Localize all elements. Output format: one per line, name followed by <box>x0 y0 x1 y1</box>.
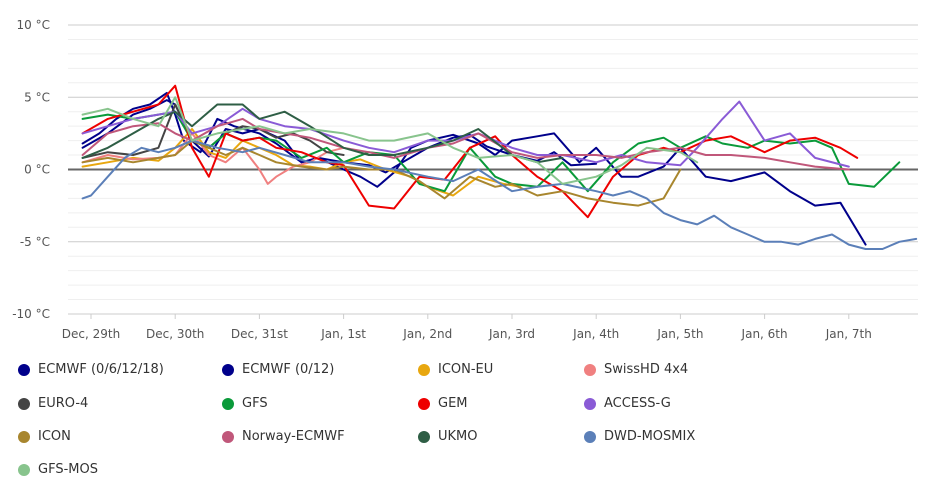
series-line-ukmo[interactable] <box>81 103 564 164</box>
legend-item[interactable]: UKMO <box>418 429 478 444</box>
legend-label: EURO-4 <box>38 396 89 411</box>
y-tick-label: 0 °C <box>24 163 50 177</box>
legend-dot-icon <box>418 363 430 376</box>
legend-label: ACCESS-G <box>604 396 671 411</box>
legend-label: GEM <box>438 396 468 411</box>
legend-dot-icon <box>222 363 234 376</box>
chart-legend: ECMWF (0/6/12/18) ECMWF (0/12) ICON-EU Swis… <box>0 352 925 486</box>
legend-label: UKMO <box>438 429 478 444</box>
temperature-chart: 10 °C 5 °C 0 °C -5 °C -10 °C Dec, 29th Dec, 3… <box>12 18 918 341</box>
legend-item[interactable]: SwissHD 4x4 <box>584 362 688 377</box>
x-tick-label: Jan, 1st <box>320 327 366 341</box>
series-line-dwd-mosmix[interactable] <box>81 139 918 250</box>
legend-dot-icon <box>222 397 234 410</box>
x-tick-label: Jan, 3rd <box>488 327 535 341</box>
y-tick-label: 5 °C <box>24 90 50 104</box>
series-line-norway-ecmwf[interactable] <box>81 117 850 171</box>
legend-item[interactable]: ICON <box>18 429 71 444</box>
legend-label: DWD-MOSMIX <box>604 429 696 444</box>
x-tick-label: Jan, 4th <box>572 327 619 341</box>
legend-item[interactable]: Norway-ECMWF <box>222 429 345 444</box>
legend-item[interactable]: GFS-MOS <box>18 462 98 477</box>
x-tick-label: Jan, 6th <box>741 327 788 341</box>
legend-dot-icon <box>18 463 30 476</box>
y-tick-label: -10 °C <box>12 307 50 321</box>
series-lines <box>81 84 918 250</box>
legend-label: GFS-MOS <box>38 462 98 477</box>
legend-label: Norway-ECMWF <box>242 429 345 444</box>
y-tick-label: -5 °C <box>20 235 50 249</box>
x-tick-label: Jan, 7th <box>825 327 872 341</box>
legend-dot-icon <box>584 363 596 376</box>
grid-lines <box>68 24 918 315</box>
legend-dot-icon <box>584 430 596 443</box>
legend-item[interactable]: ECMWF (0/6/12/18) <box>18 362 164 377</box>
series-line-icon[interactable] <box>81 139 682 207</box>
y-tick-label: 10 °C <box>17 18 50 32</box>
legend-label: SwissHD 4x4 <box>604 362 689 377</box>
legend-dot-icon <box>418 430 430 443</box>
legend-item[interactable]: ACCESS-G <box>584 396 671 411</box>
x-tick-label: Dec, 29th <box>62 327 120 341</box>
legend-dot-icon <box>584 397 596 410</box>
y-axis-labels: 10 °C 5 °C 0 °C -5 °C -10 °C <box>12 18 50 321</box>
x-tick-label: Dec, 30th <box>146 327 204 341</box>
series-line-swisshd-4x4[interactable] <box>81 132 345 185</box>
legend-label: ECMWF (0/6/12/18) <box>38 362 164 377</box>
legend-item[interactable]: ECMWF (0/12) <box>222 362 334 377</box>
legend-item[interactable]: DWD-MOSMIX <box>584 429 695 444</box>
x-tick-label: Jan, 2nd <box>402 327 452 341</box>
legend-item[interactable]: GFS <box>222 396 268 411</box>
legend-dot-icon <box>18 363 30 376</box>
legend-item[interactable]: EURO-4 <box>18 396 88 411</box>
legend-dot-icon <box>18 397 30 410</box>
legend-label: ICON-EU <box>438 362 494 377</box>
legend-item[interactable]: ICON-EU <box>418 362 493 377</box>
legend-item[interactable]: GEM <box>418 396 468 411</box>
legend-dot-icon <box>222 430 234 443</box>
series-line-gfs-mos[interactable] <box>81 96 699 185</box>
legend-dot-icon <box>418 397 430 410</box>
x-tick-label: Jan, 5th <box>656 327 703 341</box>
x-axis-labels: Dec, 29th Dec, 30th Dec, 31st Jan, 1st Jan, … <box>62 314 872 341</box>
legend-label: ECMWF (0/12) <box>242 362 335 377</box>
legend-label: ICON <box>38 429 71 444</box>
legend-dot-icon <box>18 430 30 443</box>
x-tick-label: Dec, 31st <box>231 327 288 341</box>
legend-label: GFS <box>242 396 268 411</box>
